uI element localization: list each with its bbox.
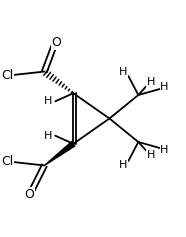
Text: H: H	[160, 82, 169, 92]
Text: H: H	[119, 68, 127, 77]
Text: H: H	[44, 96, 52, 106]
Text: H: H	[160, 145, 169, 155]
Text: H: H	[119, 160, 127, 169]
Polygon shape	[44, 142, 75, 165]
Text: O: O	[24, 188, 34, 201]
Text: Cl: Cl	[1, 69, 14, 82]
Text: H: H	[147, 77, 155, 87]
Text: Cl: Cl	[1, 155, 14, 168]
Text: O: O	[51, 36, 61, 49]
Text: H: H	[147, 150, 155, 160]
Text: H: H	[44, 131, 52, 141]
